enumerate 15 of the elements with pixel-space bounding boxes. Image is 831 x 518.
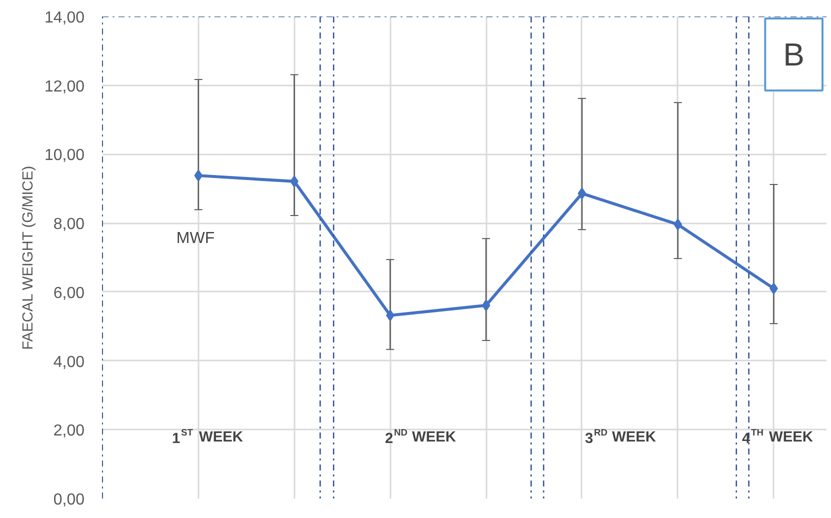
y-tick-label: 14,00 (44, 10, 85, 26)
y-tick-label: 4,00 (53, 354, 85, 371)
point (674, 218, 682, 230)
y-tick-label: 10,00 (44, 147, 85, 164)
y-tick-label: 2,00 (53, 422, 85, 440)
annotation: B (783, 36, 804, 72)
point (482, 299, 490, 312)
y-tick-label: 0,00 (53, 492, 85, 508)
annotation: MWF (176, 230, 215, 247)
y-tick-label: 8,00 (53, 216, 85, 234)
y-axis-title: FAECAL WEIGHT (G/MICE) (20, 166, 36, 350)
point (194, 170, 203, 182)
y-tick-label: 6,00 (53, 284, 85, 302)
point (578, 187, 586, 200)
y-tick-label: 12,00 (44, 78, 85, 96)
